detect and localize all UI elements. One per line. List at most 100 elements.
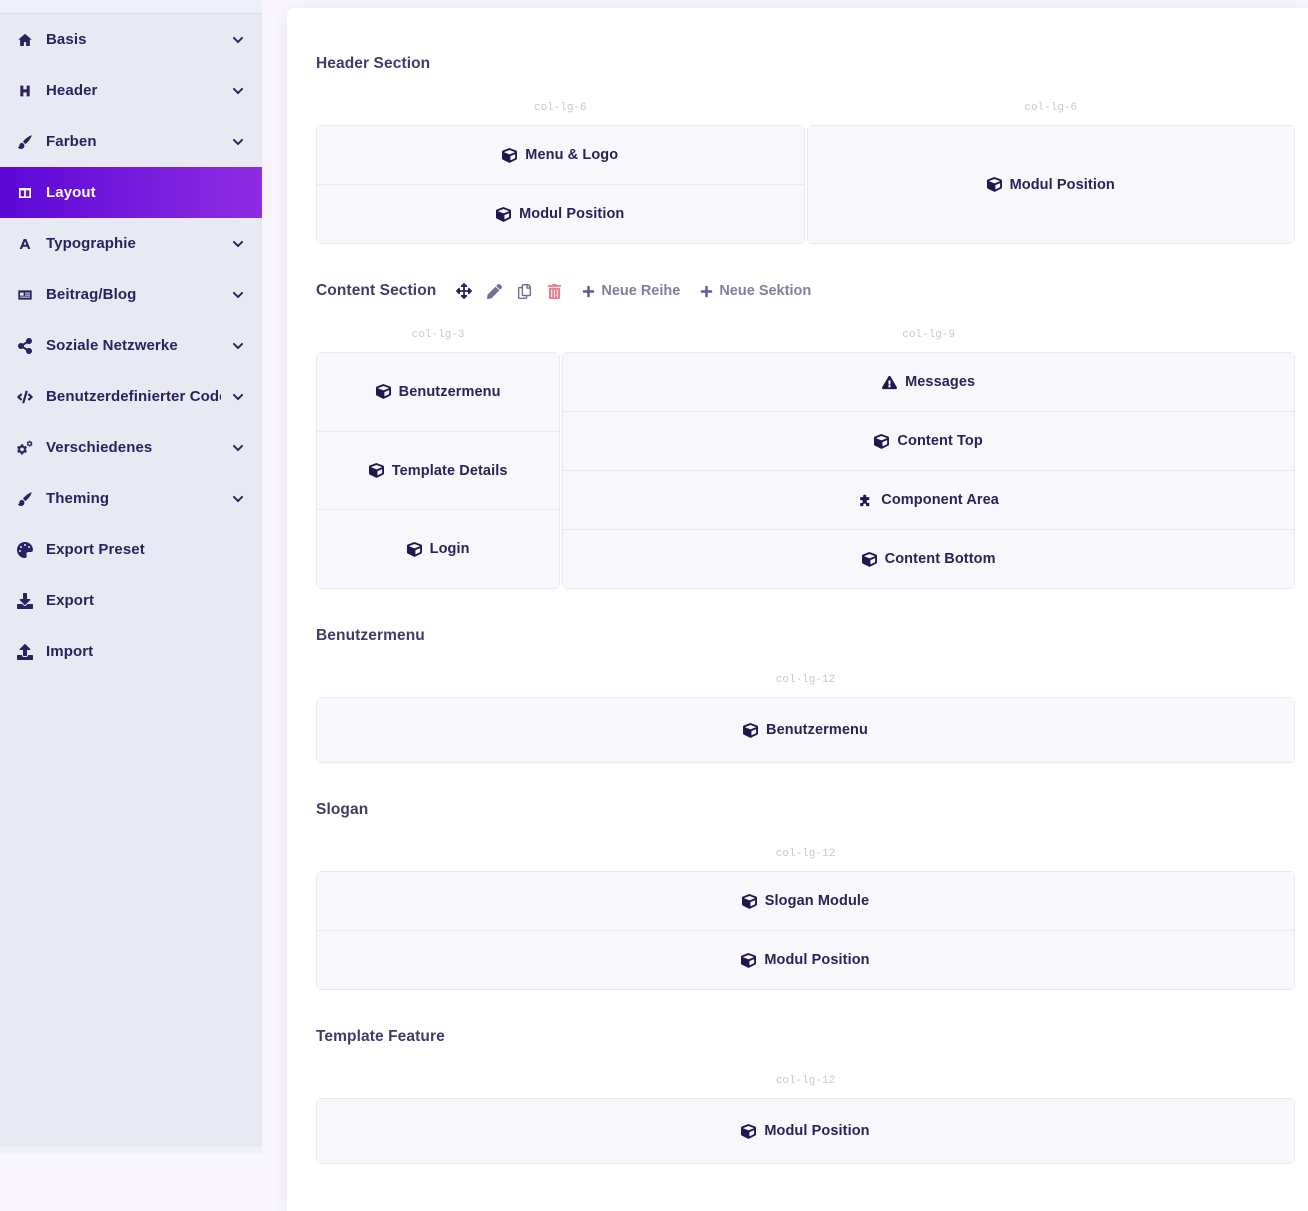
sidebar-item-verschiedenes[interactable]: Verschiedenes (0, 422, 262, 473)
sidebar-item-benutzerdefinierter-code[interactable]: Benutzerdefinierter Code (0, 371, 262, 422)
sections-container: Header Section col-lg-6 Menu & Logo Modu… (316, 54, 1295, 1164)
layout-cell[interactable]: Modul Position (316, 930, 1295, 990)
chevron-down-icon (232, 136, 244, 148)
upload-icon (14, 644, 35, 660)
sidebar-bottom-strip (0, 1147, 262, 1154)
chevron-down-icon (232, 238, 244, 250)
columns-icon (14, 185, 35, 201)
home-icon (14, 32, 35, 48)
layout-column: col-lg-6 Modul Position (807, 102, 1296, 244)
layout-cell[interactable]: Component Area (562, 470, 1295, 530)
cube-icon (376, 384, 391, 399)
warning-icon (882, 375, 897, 390)
layout-cell[interactable]: Content Bottom (562, 529, 1295, 589)
heading-icon (14, 83, 35, 99)
chevron-down-icon (232, 289, 244, 301)
section-row: col-lg-3 Benutzermenu Template Details L… (316, 329, 1295, 589)
section-toolbar: Neue Reihe Neue Sektion (456, 283, 811, 299)
layout-section: Header Section col-lg-6 Menu & Logo Modu… (316, 54, 1295, 244)
palette-icon (14, 542, 35, 558)
section-head: Header Section (316, 54, 1295, 74)
section-head: Content Section Neue Reihe Neue Sektion (316, 281, 1295, 301)
trash-icon[interactable] (547, 284, 562, 299)
font-icon (14, 236, 35, 252)
sidebar-top-strip (0, 0, 262, 14)
layout-cell[interactable]: Template Details (316, 431, 560, 511)
layout-cell[interactable]: Slogan Module (316, 871, 1295, 931)
sidebar-item-import[interactable]: Import (0, 626, 262, 677)
cube-icon (742, 894, 757, 909)
layout-cell[interactable]: Login (316, 509, 560, 589)
column-cells: Menu & Logo Modul Position (316, 125, 805, 244)
section-title: Template Feature (316, 1028, 445, 1046)
sidebar-item-layout[interactable]: Layout (0, 167, 262, 218)
section-row: col-lg-12 Benutzermenu (316, 674, 1295, 763)
main-area: Header Section col-lg-6 Menu & Logo Modu… (262, 0, 1308, 1154)
cube-icon (369, 463, 384, 478)
section-title: Benutzermenu (316, 627, 425, 645)
layout-cell[interactable]: Content Top (562, 411, 1295, 471)
chevron-down-icon (232, 85, 244, 97)
chevron-down-icon (232, 493, 244, 505)
layout-section: Template Feature col-lg-12 Modul Positio… (316, 1027, 1295, 1164)
section-head: Slogan (316, 800, 1295, 820)
sidebar-nav: Basis Header Farben Layout Typographie B… (0, 14, 262, 677)
sidebar-item-beitrag-blog[interactable]: Beitrag/Blog (0, 269, 262, 320)
layout-column: col-lg-6 Menu & Logo Modul Position (316, 102, 805, 244)
paint-brush-icon (14, 134, 35, 150)
column-size-label: col-lg-6 (807, 102, 1296, 116)
layout-cell[interactable]: Benutzermenu (316, 352, 560, 432)
section-title: Header Section (316, 55, 430, 73)
pencil-icon[interactable] (487, 284, 502, 299)
plus-icon (700, 285, 713, 298)
move-icon[interactable] (456, 283, 472, 299)
layout-cell[interactable]: Menu & Logo (316, 125, 805, 185)
layout-cell[interactable]: Modul Position (316, 184, 805, 244)
column-size-label: col-lg-12 (316, 848, 1295, 862)
sidebar-item-export-preset[interactable]: Export Preset (0, 524, 262, 575)
sidebar-item-basis[interactable]: Basis (0, 14, 262, 65)
layout-column: col-lg-9 Messages Content Top Component … (562, 329, 1295, 589)
chevron-down-icon (232, 340, 244, 352)
column-cells: Modul Position (316, 1098, 1295, 1164)
download-icon (14, 593, 35, 609)
sidebar-item-header[interactable]: Header (0, 65, 262, 116)
layout-section: Content Section Neue Reihe Neue Sektion … (316, 281, 1295, 589)
layout-cell[interactable]: Benutzermenu (316, 697, 1295, 763)
sidebar-item-farben[interactable]: Farben (0, 116, 262, 167)
new-row-button[interactable]: Neue Reihe (582, 283, 680, 299)
new-section-button[interactable]: Neue Sektion (700, 283, 811, 299)
layout-column: col-lg-12 Slogan Module Modul Position (316, 848, 1295, 990)
paint-brush-icon (14, 491, 35, 507)
section-title: Content Section (316, 282, 436, 300)
copy-icon[interactable] (517, 284, 532, 299)
new-row-label: Neue Reihe (601, 283, 680, 299)
newspaper-icon (14, 287, 35, 303)
sidebar-item-export[interactable]: Export (0, 575, 262, 626)
cube-icon (741, 953, 756, 968)
cube-icon (874, 434, 889, 449)
section-row: col-lg-12 Slogan Module Modul Position (316, 848, 1295, 990)
section-head: Benutzermenu (316, 626, 1295, 646)
layout-cell[interactable]: Modul Position (316, 1098, 1295, 1164)
sidebar-item-soziale-netzwerke[interactable]: Soziale Netzwerke (0, 320, 262, 371)
cube-icon (496, 207, 511, 222)
chevron-down-icon (232, 391, 244, 403)
sidebar-item-typographie[interactable]: Typographie (0, 218, 262, 269)
cube-icon (407, 542, 422, 557)
column-cells: Benutzermenu Template Details Login (316, 352, 560, 589)
sidebar: Basis Header Farben Layout Typographie B… (0, 0, 262, 1154)
puzzle-icon (858, 493, 873, 508)
column-cells: Modul Position (807, 125, 1296, 244)
column-size-label: col-lg-6 (316, 102, 805, 116)
cube-icon (502, 148, 517, 163)
column-size-label: col-lg-12 (316, 674, 1295, 688)
layout-column: col-lg-3 Benutzermenu Template Details L… (316, 329, 560, 589)
new-section-label: Neue Sektion (719, 283, 811, 299)
cogs-icon (14, 440, 35, 456)
column-size-label: col-lg-3 (316, 329, 560, 343)
sidebar-item-theming[interactable]: Theming (0, 473, 262, 524)
section-row: col-lg-12 Modul Position (316, 1075, 1295, 1164)
layout-cell[interactable]: Messages (562, 352, 1295, 412)
layout-cell[interactable]: Modul Position (807, 125, 1296, 244)
